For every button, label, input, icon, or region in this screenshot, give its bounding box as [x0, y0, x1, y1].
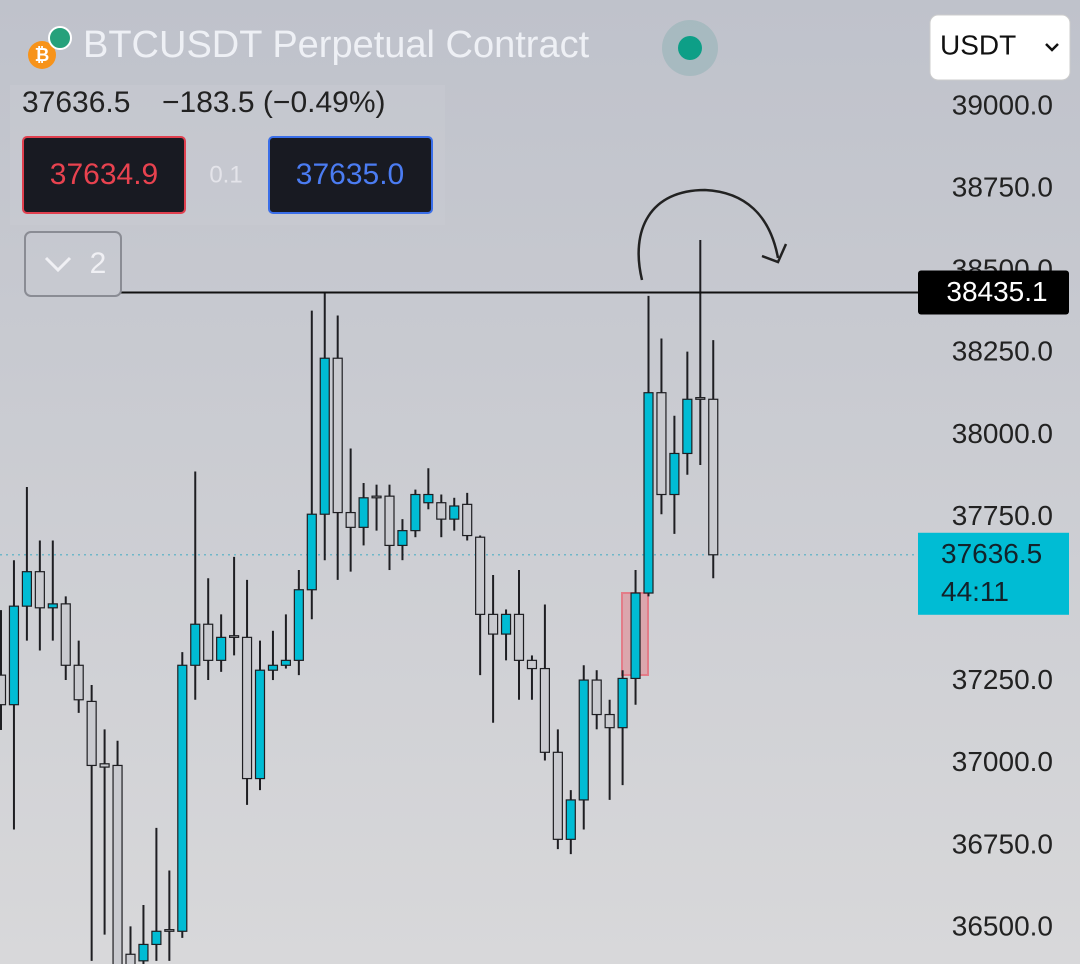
- btc-symbol: ₿: [35, 45, 50, 65]
- candle-body: [695, 397, 706, 400]
- price-line-label: 38435.1: [946, 276, 1047, 307]
- candle-body: [203, 623, 214, 661]
- candle-body: [73, 664, 84, 701]
- y-tick-label: 39000.0: [952, 89, 1053, 120]
- candle-body: [643, 392, 654, 594]
- currency: USDT: [940, 29, 1016, 60]
- drawn-arrow: [637, 188, 780, 281]
- sell-button[interactable]: [22, 136, 186, 214]
- candle-body: [617, 677, 628, 729]
- sell-price: 37634.9: [50, 158, 158, 191]
- candle-body: [86, 700, 97, 767]
- y-axis: 36500.036750.037000.037250.037500.037750…: [918, 89, 1069, 941]
- candle-body: [656, 392, 667, 496]
- candle-body: [319, 357, 330, 515]
- y-tick-label: 37750.0: [952, 500, 1053, 531]
- candle-body: [138, 943, 149, 962]
- candle-body: [630, 592, 641, 680]
- candle-body: [436, 502, 447, 520]
- y-tick-label: 36750.0: [952, 828, 1053, 859]
- candle-body: [164, 929, 175, 932]
- candle-body: [0, 674, 7, 706]
- candle-body: [254, 669, 266, 780]
- candle-body: [8, 605, 20, 706]
- tether-icon: [48, 26, 72, 50]
- candle-body: [371, 495, 382, 499]
- y-tick-label: 38250.0: [952, 336, 1053, 367]
- countdown: 44:11: [941, 576, 1009, 607]
- candle-body: [306, 513, 317, 591]
- price-line-tag: [918, 270, 1069, 315]
- candle-body: [552, 751, 563, 840]
- candle-body: [578, 679, 589, 801]
- y-tick-label: 38750.0: [952, 171, 1053, 202]
- candle-body: [565, 799, 576, 840]
- candle-body: [526, 659, 538, 670]
- candle-body: [410, 493, 421, 532]
- y-tick-label: 37250.0: [952, 664, 1053, 695]
- candle-body: [345, 511, 356, 528]
- spread: 0.1: [209, 161, 242, 188]
- candle-body: [462, 503, 473, 537]
- btc-icon: [28, 41, 56, 69]
- status-dot: [678, 36, 702, 60]
- candle-body: [177, 664, 188, 932]
- candle-body: [475, 536, 486, 615]
- candle-body: [682, 398, 693, 455]
- select-caret: [1045, 43, 1059, 52]
- candle-body: [384, 495, 395, 547]
- candle-body: [112, 764, 123, 964]
- last-price: 37636.5: [22, 86, 130, 119]
- candle-body: [34, 571, 45, 609]
- y-tick-label: 38000.0: [952, 418, 1053, 449]
- symbol-title: BTCUSDT Perpetual Contract: [83, 24, 590, 66]
- candle-body: [591, 679, 602, 716]
- candle-body: [60, 603, 71, 666]
- last-price-label: 37636.5: [941, 538, 1042, 569]
- candle-body: [423, 493, 434, 504]
- candle-body: [151, 930, 162, 946]
- price-change: −183.5 (−0.49%): [162, 86, 386, 119]
- candle-body: [267, 664, 279, 671]
- candle-body: [293, 589, 304, 661]
- candle-body: [358, 497, 369, 528]
- candle-body: [449, 505, 460, 520]
- candle-body: [539, 667, 551, 753]
- collapse-button[interactable]: [24, 231, 122, 297]
- candle-body: [190, 623, 201, 666]
- currency-select[interactable]: [929, 14, 1071, 81]
- plot-area: [0, 240, 918, 964]
- candle-body: [488, 613, 499, 635]
- candle-body: [500, 613, 512, 635]
- collapsed-count: 2: [90, 247, 107, 280]
- candle-body: [513, 613, 525, 661]
- candle-body: [229, 635, 240, 638]
- candle-body: [99, 763, 110, 768]
- candle-body: [669, 452, 680, 496]
- candle-body: [332, 357, 343, 514]
- chevron: [44, 256, 72, 273]
- y-tick-label: 37000.0: [952, 746, 1053, 777]
- candle-body: [397, 530, 408, 547]
- candle-body: [125, 953, 136, 964]
- buy-button[interactable]: [268, 136, 433, 214]
- candle-body: [47, 603, 58, 609]
- buy-price: 37635.0: [296, 158, 404, 191]
- candle-body: [280, 659, 291, 666]
- candle-body: [241, 636, 253, 780]
- drawn-arrow-head: [761, 243, 788, 264]
- candle-body: [21, 571, 32, 607]
- candle-body: [708, 398, 719, 556]
- y-tick-label: 36500.0: [952, 910, 1053, 941]
- candle-body: [604, 713, 615, 729]
- candle-body: [216, 636, 227, 661]
- last-price-tag: [918, 532, 1069, 615]
